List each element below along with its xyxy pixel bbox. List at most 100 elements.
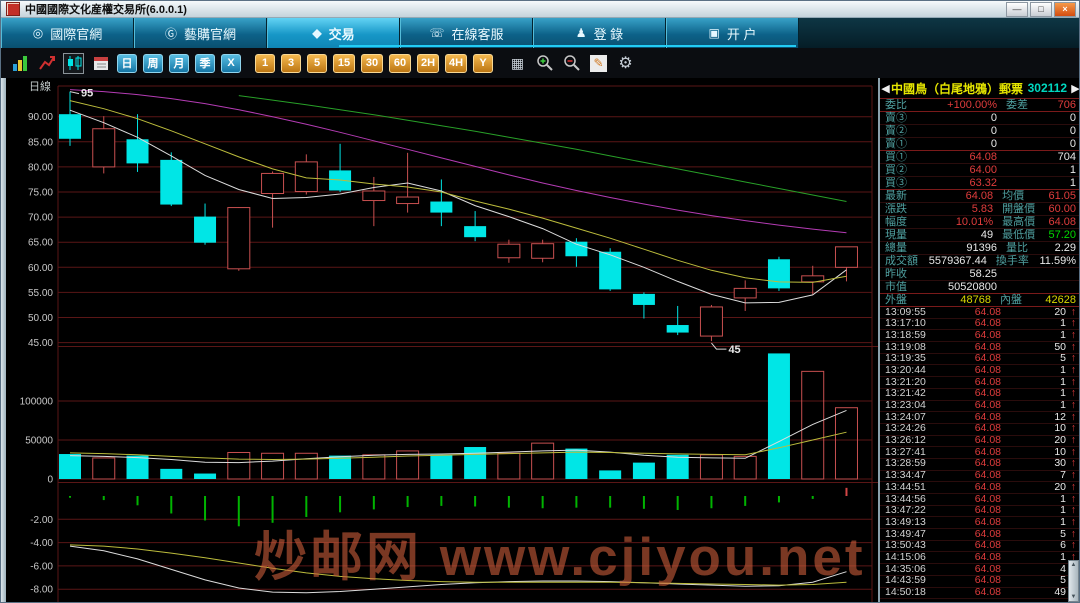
tab-icon: Ⓖ bbox=[164, 26, 177, 41]
tape-scrollbar[interactable]: ▲ ▼ bbox=[1068, 560, 1079, 602]
tape-time: 13:21:42 bbox=[885, 387, 926, 400]
svg-text:75.00: 75.00 bbox=[28, 188, 53, 199]
calendar-icon[interactable] bbox=[90, 53, 111, 74]
svg-text:80.00: 80.00 bbox=[28, 162, 53, 173]
minute-5[interactable]: 5 bbox=[307, 53, 327, 73]
tape-time: 13:20:44 bbox=[885, 363, 926, 376]
stat-label: 最低價 bbox=[1002, 228, 1036, 241]
period-月[interactable]: 月 bbox=[169, 53, 189, 73]
scroll-up-icon[interactable]: ▲ bbox=[1070, 562, 1077, 568]
tape-time: 14:50:18 bbox=[885, 586, 926, 598]
tape-qty: 1 bbox=[1060, 363, 1066, 376]
tape-row: 13:49:47 64.08 5 ↑ bbox=[880, 528, 1079, 541]
weicha-label: 委差 bbox=[1006, 98, 1028, 111]
trend-line-icon[interactable] bbox=[36, 53, 57, 74]
table-view-icon[interactable]: ▦ bbox=[510, 54, 525, 71]
tab-2[interactable]: Ⓖ 藝購官網 bbox=[134, 18, 267, 48]
minute-60[interactable]: 60 bbox=[389, 53, 411, 73]
tape-qty: 1 bbox=[1060, 328, 1066, 341]
edit-icon[interactable]: ✎ bbox=[588, 53, 609, 74]
ask-row: 賣② 0 0 bbox=[880, 124, 1079, 138]
chart-region: 90.00 85.00 80.00 75.00 70.00 65.00 60.00 55.00… bbox=[1, 78, 878, 603]
tape-up-arrow: ↑ bbox=[1070, 445, 1076, 458]
maximize-button[interactable]: □ bbox=[1030, 1, 1052, 17]
minute-1[interactable]: 1 bbox=[255, 53, 275, 73]
minimize-button[interactable]: — bbox=[1006, 1, 1028, 17]
tape-up-arrow: ↑ bbox=[1070, 328, 1076, 341]
period-X[interactable]: X bbox=[221, 53, 241, 73]
tab-label: 开 户 bbox=[726, 26, 757, 42]
bid-label: 買② bbox=[885, 163, 907, 176]
tape-row: 13:23:04 64.08 1 ↑ bbox=[880, 399, 1079, 413]
minute-3[interactable]: 3 bbox=[281, 53, 301, 73]
kline-chart[interactable]: 90.00 85.00 80.00 75.00 70.00 65.00 60.00 55.00… bbox=[1, 78, 878, 603]
tape-price: 64.08 bbox=[974, 434, 1001, 447]
stock-name: 中國鳥（白尾地鴉）郵票 bbox=[891, 81, 1024, 96]
tape-row: 13:09:55 64.08 20 ↑ bbox=[880, 305, 1079, 319]
tape-row: 13:19:35 64.08 5 ↑ bbox=[880, 353, 1079, 366]
tape-qty: 5 bbox=[1060, 574, 1066, 587]
minute-30[interactable]: 30 bbox=[361, 53, 383, 73]
bar-chart-icon[interactable] bbox=[9, 53, 30, 74]
minute-15[interactable]: 15 bbox=[333, 53, 355, 73]
svg-text:0: 0 bbox=[47, 475, 53, 486]
stat-row: 現量 49 最低價 57.20 bbox=[880, 228, 1079, 242]
stat-label: 幅度 bbox=[885, 215, 907, 228]
svg-text:45: 45 bbox=[728, 344, 740, 356]
tape-price: 64.08 bbox=[974, 375, 1001, 388]
inner-vol-label: 內盤 bbox=[999, 293, 1022, 306]
tape-price: 64.08 bbox=[974, 562, 1001, 575]
tape-time: 13:19:08 bbox=[885, 340, 926, 353]
scroll-down-icon[interactable]: ▼ bbox=[1070, 594, 1077, 600]
tape-price: 64.08 bbox=[974, 363, 1001, 376]
tape-time: 13:26:12 bbox=[885, 434, 926, 447]
period-周[interactable]: 周 bbox=[143, 53, 163, 73]
tape-time: 13:09:55 bbox=[885, 305, 926, 318]
tab-icon: ☏ bbox=[429, 26, 445, 40]
tab-label: 藝購官網 bbox=[184, 26, 237, 42]
tape-up-arrow: ↑ bbox=[1070, 550, 1076, 563]
tab-4[interactable]: ☏ 在線客服 bbox=[400, 18, 533, 48]
period-季[interactable]: 季 bbox=[195, 53, 215, 73]
tab-icon: ◆ bbox=[312, 26, 322, 40]
tape-qty: 50 bbox=[1054, 340, 1066, 353]
orange-period-buttons: 1 3 5 15 30 60 2H 4H Y bbox=[255, 53, 493, 73]
tape-price: 64.08 bbox=[974, 317, 1001, 330]
tape-time: 13:49:13 bbox=[885, 515, 926, 528]
tape-qty: 10 bbox=[1054, 445, 1066, 458]
tape-price: 64.08 bbox=[974, 387, 1001, 400]
tape-time: 13:17:10 bbox=[885, 317, 926, 330]
stat-label: 換手率 bbox=[995, 254, 1029, 267]
settings-gear-icon[interactable]: ⚙ bbox=[618, 55, 633, 72]
zoom-out-icon[interactable] bbox=[561, 53, 582, 74]
period-日[interactable]: 日 bbox=[117, 53, 137, 73]
tab-5[interactable]: ♟ 登 錄 bbox=[533, 18, 666, 48]
bid-qty: 1 bbox=[1069, 176, 1076, 189]
tab-6[interactable]: ▣ 开 户 bbox=[666, 18, 799, 48]
window-buttons: — □ × bbox=[1006, 1, 1076, 17]
svg-text:-6.00: -6.00 bbox=[30, 561, 53, 572]
tape-row: 13:47:22 64.08 1 ↑ bbox=[880, 504, 1079, 518]
minute-Y[interactable]: Y bbox=[473, 53, 493, 73]
ask-qty: 0 bbox=[1069, 124, 1076, 137]
tab-1[interactable]: ◎ 國際官網 bbox=[1, 18, 134, 48]
kline-icon[interactable] bbox=[63, 52, 84, 74]
weibi-row: 委比 +100.00% 委差 706 bbox=[880, 98, 1079, 112]
tape-time: 13:27:41 bbox=[885, 445, 926, 458]
prev-stock-arrow[interactable]: ◀ bbox=[881, 82, 890, 95]
minute-2H[interactable]: 2H bbox=[417, 53, 439, 73]
tab-3[interactable]: ◆ 交易 bbox=[267, 18, 400, 48]
close-button[interactable]: × bbox=[1054, 1, 1076, 17]
tab-icon: ♟ bbox=[575, 26, 587, 40]
minute-4H[interactable]: 4H bbox=[445, 53, 467, 73]
next-stock-arrow[interactable]: ▶ bbox=[1071, 82, 1080, 95]
bid-price: 63.32 bbox=[969, 176, 997, 189]
bid-row: 買② 64.00 1 bbox=[880, 163, 1079, 177]
tape-price: 64.08 bbox=[974, 410, 1001, 423]
stat-value: 11.59% bbox=[1039, 254, 1077, 267]
tape-price: 64.08 bbox=[974, 480, 1001, 493]
stat-label: 昨收 bbox=[885, 267, 907, 280]
zoom-in-icon[interactable] bbox=[534, 53, 555, 74]
stat-value: 5579367.44 bbox=[928, 254, 987, 267]
tape-qty: 10 bbox=[1054, 422, 1066, 435]
